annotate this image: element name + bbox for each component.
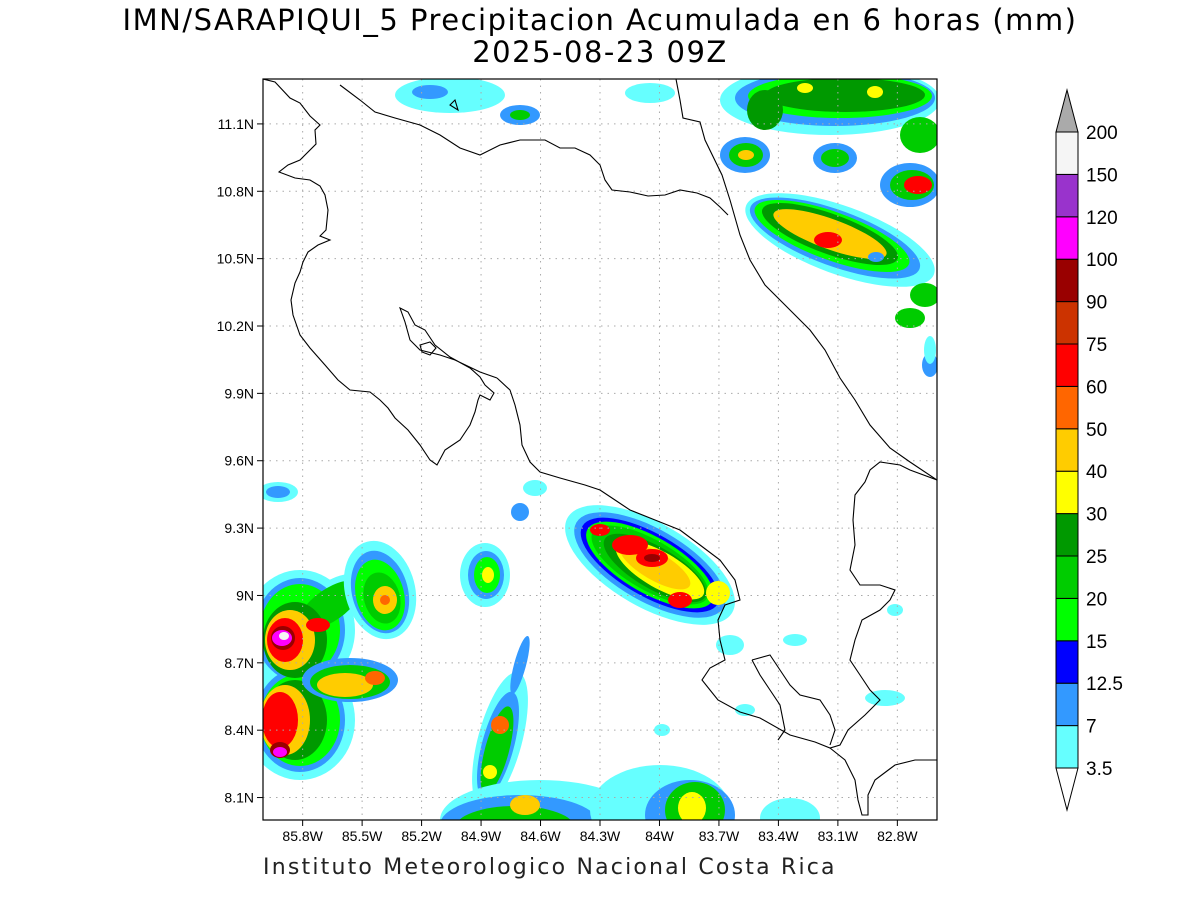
- colorbar-swatch: [1055, 258, 1079, 303]
- colorbar-swatch: [1055, 640, 1079, 684]
- lon-tick-label: 84.6W: [520, 828, 561, 844]
- colorbar-label: 200: [1086, 123, 1118, 144]
- colorbar-max-triangle: [1055, 88, 1079, 133]
- lat-tick-label: 10.2N: [217, 318, 254, 334]
- lon-tick-label: 85.2W: [401, 828, 442, 844]
- precip-cell-caribbean-north: [720, 79, 937, 377]
- map-grid: [263, 79, 937, 820]
- colorbar-label: 15: [1086, 632, 1107, 653]
- lat-tick-label: 8.4N: [224, 722, 254, 738]
- colorbar-swatch: [1055, 725, 1079, 769]
- pacific-coast: [496, 377, 937, 749]
- lat-tick-label: 9.3N: [224, 520, 254, 536]
- colorbar-swatch: [1055, 597, 1079, 642]
- precip-cell-central-offshore: [460, 543, 510, 607]
- colorbar-swatch: [1055, 343, 1079, 387]
- colorbar-label: 25: [1086, 547, 1107, 568]
- precip-fields: [263, 79, 937, 820]
- lat-tick-label: 11.1N: [218, 116, 254, 132]
- colorbar-label: 120: [1086, 208, 1118, 229]
- colorbar-label: 7: [1086, 717, 1097, 738]
- lon-tick-labels: 85.8W 85.5W 85.2W 84.9W 84.6W 84.3W 84W 83.7W 83…: [282, 820, 918, 844]
- colorbar-swatch: [1055, 682, 1079, 727]
- colorbar-swatch: [1055, 131, 1079, 175]
- lon-tick-label: 84.3W: [580, 828, 621, 844]
- colorbar-label: 100: [1086, 250, 1118, 271]
- colorbar-label: 75: [1086, 335, 1107, 356]
- nicaragua-border: [263, 79, 498, 466]
- coastlines: [263, 79, 937, 816]
- lat-tick-label: 9.6N: [224, 453, 254, 469]
- lon-tick-label: 83.1W: [818, 828, 859, 844]
- colorbar-swatch: [1055, 301, 1079, 345]
- colorbar-label: 12.5: [1086, 674, 1123, 695]
- lat-tick-label: 9.9N: [224, 385, 254, 401]
- lon-tick-label: 83.7W: [699, 828, 740, 844]
- colorbar-swatch: [1055, 385, 1079, 430]
- colorbar-label: 30: [1086, 505, 1107, 526]
- colorbar-swatch: [1055, 470, 1079, 515]
- lat-tick-label: 8.7N: [224, 655, 254, 671]
- nicaragua-border-north: [339, 84, 729, 216]
- lon-tick-label: 82.8W: [877, 828, 918, 844]
- precip-cell-nicoya-south: [343, 540, 417, 640]
- lat-tick-label: 10.8N: [217, 183, 254, 199]
- lon-tick-label: 84W: [645, 828, 675, 844]
- lat-tick-label: 9N: [236, 587, 254, 603]
- colorbar-label: 90: [1086, 293, 1107, 314]
- footer-credit: Instituto Meteorologico Nacional Costa R…: [263, 855, 837, 880]
- lon-tick-label: 83.4W: [758, 828, 799, 844]
- lat-tick-label: 8.1N: [224, 790, 254, 806]
- colorbar-label: 40: [1086, 462, 1107, 483]
- colorbar-swatch: [1055, 555, 1079, 599]
- lon-tick-label: 85.5W: [342, 828, 383, 844]
- colorbar-swatch: [1055, 216, 1079, 260]
- lon-tick-label: 85.8W: [282, 828, 323, 844]
- colorbar-label: 150: [1086, 165, 1118, 186]
- osa-peninsula: [751, 654, 836, 746]
- lat-tick-label: 10.5N: [217, 251, 254, 267]
- colorbar: 3.5 7 12.5 15 20 25 30 40 50 60 75 90 100 120 150 200: [1055, 88, 1123, 812]
- colorbar-swatch: [1055, 428, 1079, 472]
- island-1: [449, 98, 459, 112]
- precip-cell-south-offshore: [472, 635, 530, 808]
- precip-cell-top: [263, 79, 905, 736]
- lat-tick-labels: 11.1N 10.8N 10.5N 10.2N 9.9N 9.6N 9.3N 9N 8.7N 8.…: [217, 116, 263, 806]
- colorbar-label: 3.5: [1086, 759, 1112, 780]
- precip-cell-west-pacific: [263, 570, 398, 780]
- colorbar-label: 60: [1086, 377, 1107, 398]
- colorbar-label: 50: [1086, 420, 1107, 441]
- island-2: [419, 341, 437, 356]
- map-datetime: 2025-08-23 09Z: [472, 35, 728, 69]
- lon-tick-label: 84.9W: [461, 828, 502, 844]
- colorbar-swatch: [1055, 173, 1079, 218]
- caribbean-coast: [675, 79, 937, 481]
- colorbar-label: 20: [1086, 589, 1107, 610]
- colorbar-min-triangle: [1055, 767, 1079, 812]
- map-title: IMN/SARAPIQUI_5 Precipitacion Acumulada …: [122, 3, 1078, 37]
- colorbar-swatch: [1055, 513, 1079, 557]
- panama-border: [829, 747, 937, 816]
- precip-cell-central-pacific: [565, 505, 735, 625]
